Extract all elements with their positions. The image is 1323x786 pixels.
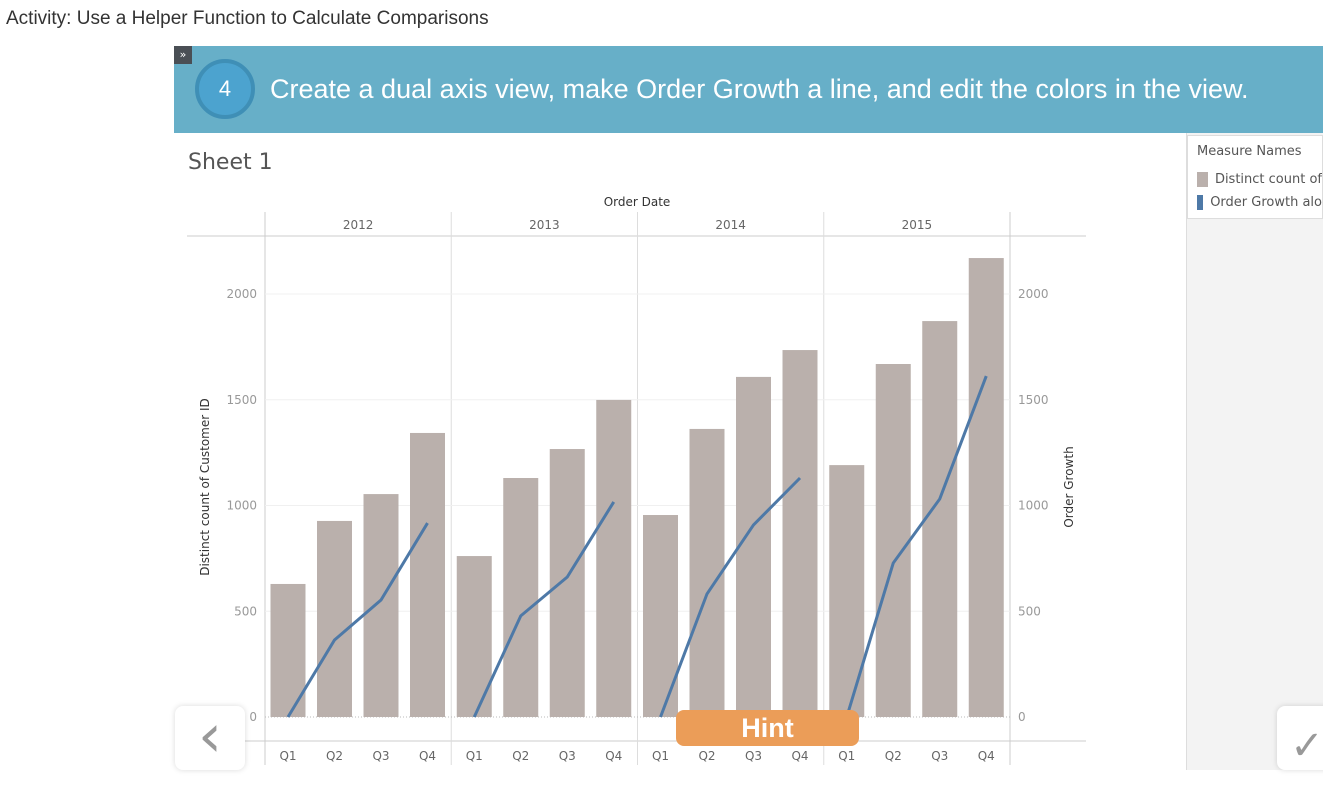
double-chevron-right-icon[interactable]: » [174,46,192,64]
y-tick-label: 1500 [226,393,257,407]
legend-panel: Measure Names Distinct count of Order Gr… [1186,133,1323,770]
quarter-label: Q2 [885,749,902,763]
dual-axis-chart: Order Date 0 0 500 500 1000 1000 1500 1500 2000 20… [187,195,1086,765]
legend-swatch [1197,195,1204,210]
order-growth-line [659,476,802,718]
bar [875,364,911,717]
page-title: Activity: Use a Helper Function to Calcu… [6,8,489,29]
y-tick-label: 500 [234,604,257,618]
legend-label: Distinct count of [1214,172,1322,187]
column-header: Order Date [604,195,671,209]
bar [410,432,445,717]
quarter-label: Q1 [279,749,296,763]
quarter-label: Q3 [745,749,762,763]
y2-tick-label: 2000 [1018,287,1049,301]
quarter-label: Q4 [605,749,622,763]
legend-item-order-growth[interactable]: Order Growth alo [1197,191,1322,214]
bar [549,449,585,717]
bar [782,350,818,717]
legend-label: Order Growth alo [1210,195,1322,210]
legend-swatch [1197,172,1208,187]
quarter-label: Q1 [466,749,483,763]
quarter-label: Q4 [978,749,995,763]
bar [968,258,1004,717]
quarter-label: Q2 [512,749,529,763]
year-label: 2015 [902,218,933,232]
instruction-text: Create a dual axis view, make Order Grow… [270,74,1249,104]
bar [363,494,399,717]
bar [317,520,352,717]
year-label: 2014 [715,218,746,232]
year-label: 2013 [529,218,560,232]
quarter-label: Q1 [838,749,855,763]
y2-tick-label: 0 [1018,710,1026,724]
year-label: 2012 [343,218,374,232]
y-axis-title: Distinct count of Customer ID [198,398,212,576]
quarter-label: Q3 [559,749,576,763]
order-growth-line [286,522,429,718]
quarter-label: Q3 [931,749,948,763]
bar [736,376,771,717]
order-growth-line [472,501,616,718]
y2-axis-title: Order Growth [1062,446,1076,527]
bar [503,478,539,717]
step-number: 4 [195,59,255,119]
bar [596,399,632,717]
y2-tick-label: 1500 [1018,393,1049,407]
quarter-label: Q4 [791,749,808,763]
quarter-label: Q1 [652,749,669,763]
y2-tick-label: 500 [1018,604,1041,618]
hint-button[interactable]: Hint [676,710,859,746]
bar [922,321,958,717]
quarter-label: Q3 [372,749,389,763]
legend-item-distinct-count[interactable]: Distinct count of [1197,168,1322,191]
y-tick-label: 0 [249,710,257,724]
instruction-banner: » 4 Create a dual axis view, make Order … [174,46,1323,133]
y2-tick-label: 1000 [1018,499,1049,513]
sheet-title: Sheet 1 [188,150,273,175]
order-growth-line [845,375,988,718]
bar [689,428,725,717]
quarter-label: Q2 [698,749,715,763]
y-tick-label: 1000 [226,499,257,513]
y-tick-label: 2000 [226,287,257,301]
chevron-left-icon[interactable]: ‹ [175,706,245,770]
check-icon[interactable]: ✓ [1277,706,1323,770]
quarter-label: Q2 [326,749,343,763]
quarter-label: Q4 [419,749,436,763]
legend-title: Measure Names [1197,144,1302,159]
